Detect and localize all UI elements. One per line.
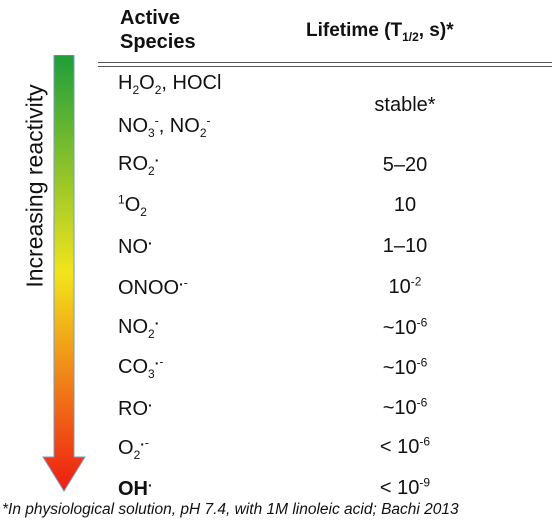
header-rule-top (98, 62, 552, 63)
lifetime-no2-radical: ~10-6 (382, 315, 428, 339)
species-no: NO· (118, 235, 153, 258)
lifetime-header-suffix: , s)* (418, 20, 454, 41)
lifetime-singlet-oxygen: 10 (393, 194, 417, 216)
lifetime-superoxide: < 10-6 (379, 434, 431, 458)
lifetime-header-prefix: Lifetime (T (306, 20, 403, 41)
species-no3-no2: NO3-, NO2- (118, 113, 211, 140)
species-ro2: RO2· (118, 152, 160, 178)
species-singlet-oxygen: 1O2 (118, 192, 147, 219)
species-header-line1: Active (120, 7, 181, 29)
lifetime-co3: ~10-6 (382, 355, 428, 379)
species-no2-radical: NO2· (118, 315, 160, 341)
reactivity-gradient-arrow (42, 55, 86, 492)
species-header-line2: Species (120, 31, 196, 53)
species-column-header: Active Species (120, 6, 280, 54)
lifetime-column-header: Lifetime (T1/2, s)* (306, 20, 526, 44)
species-superoxide: O2·- (118, 435, 149, 462)
lifetime-onoo: 10-2 (388, 274, 422, 298)
species-hydroxyl: OH· (118, 477, 153, 500)
lifetime-ro2: 5–20 (382, 154, 428, 176)
species-co3: CO3·- (118, 354, 164, 381)
footnote: *In physiological solution, pH 7.4, with… (2, 501, 459, 518)
lifetime-hydroxyl: < 10-9 (379, 475, 431, 499)
lifetime-ro-radical: ~10-6 (382, 395, 428, 419)
lifetime-stable: stable* (374, 94, 436, 116)
lifetime-no: 1–10 (382, 235, 428, 257)
header-rule-bottom (98, 66, 552, 67)
species-onoo: ONOO·- (118, 275, 188, 299)
species-ro-radical: RO· (118, 397, 153, 420)
lifetime-header-subscript: 1/2 (402, 29, 419, 44)
species-h2o2-hocl: H2O2, HOCl (118, 72, 222, 97)
